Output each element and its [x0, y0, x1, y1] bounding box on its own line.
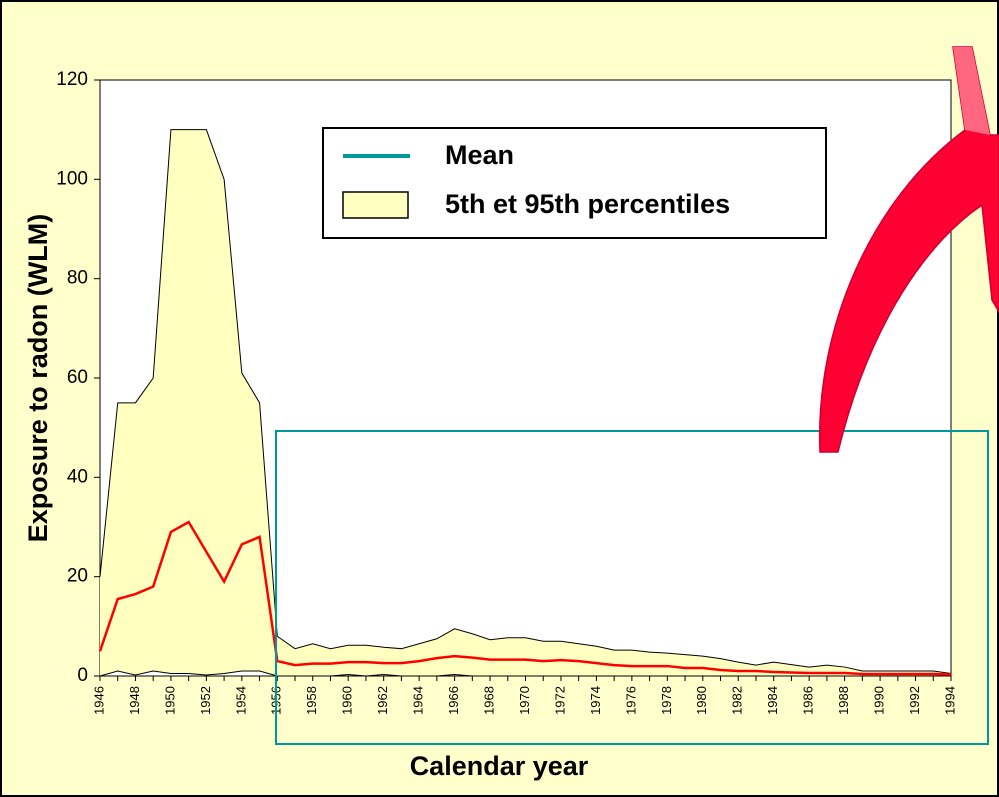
x-tick-label: 1946	[91, 686, 106, 715]
x-tick-label: 1950	[162, 686, 177, 715]
x-axis-title: Calendar year	[410, 751, 589, 781]
x-tick-label: 1970	[517, 686, 532, 715]
x-tick-label: 1964	[411, 686, 426, 715]
x-tick-label: 1976	[623, 686, 638, 715]
x-tick-label: 1948	[127, 686, 142, 715]
legend-swatch	[342, 191, 409, 219]
arrow-shade	[953, 47, 990, 135]
legend	[322, 127, 827, 239]
highlight-box	[275, 430, 989, 745]
y-tick-label: 40	[67, 466, 88, 487]
x-tick-label: 1972	[552, 686, 567, 715]
x-tick-label: 1958	[304, 686, 319, 715]
y-tick-label: 100	[56, 168, 88, 189]
arrow	[818, 46, 999, 453]
y-tick-label: 0	[77, 665, 88, 686]
x-tick-label: 1974	[588, 686, 603, 715]
x-tick-label: 1962	[375, 686, 390, 715]
x-tick-label: 1980	[694, 686, 709, 715]
y-axis-title: Exposure to radon (WLM)	[23, 214, 53, 542]
x-tick-label: 1994	[942, 686, 957, 715]
x-tick-label: 1968	[481, 686, 496, 715]
y-tick-label: 80	[67, 268, 88, 289]
x-tick-label: 1952	[198, 686, 213, 715]
x-tick-label: 1988	[836, 686, 851, 715]
band-area	[100, 129, 951, 676]
x-tick-label: 1984	[765, 686, 780, 715]
band-edge	[99, 129, 952, 675]
x-tick-label: 1954	[233, 686, 248, 715]
x-tick-label: 1966	[446, 686, 461, 715]
x-tick-label: 1978	[659, 686, 674, 715]
legend-label: 5th et 95th percentiles	[445, 189, 730, 219]
mean-line	[98, 520, 952, 676]
x-tick-label: 1990	[872, 686, 887, 715]
legend-label: Mean	[445, 140, 514, 170]
x-tick-label: 1986	[801, 686, 816, 715]
x-tick-label: 1960	[340, 686, 355, 715]
y-tick-label: 60	[67, 367, 88, 388]
y-tick-label: 20	[67, 566, 88, 587]
x-tick-label: 1992	[907, 686, 922, 715]
x-tick-label: 1982	[730, 686, 745, 715]
band-edge	[99, 670, 951, 677]
y-tick-label: 120	[56, 69, 88, 90]
